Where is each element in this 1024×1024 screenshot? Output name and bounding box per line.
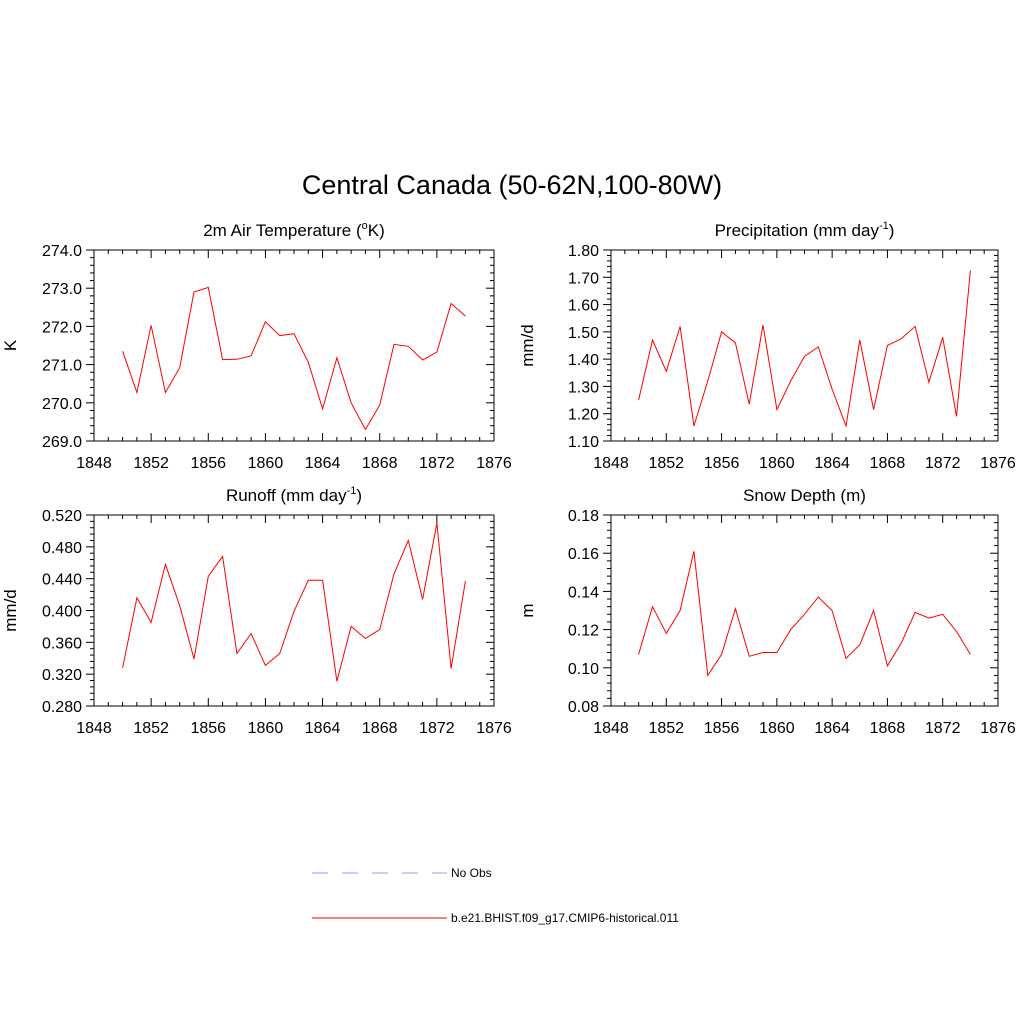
y-tick-label: 0.10 bbox=[568, 661, 599, 678]
y-tick-label: 0.16 bbox=[568, 546, 599, 563]
y-axis-label: mm/d bbox=[518, 324, 537, 367]
y-tick-label: 1.50 bbox=[568, 325, 599, 342]
x-tick-label: 1852 bbox=[133, 455, 169, 472]
y-tick-label: 0.480 bbox=[42, 540, 82, 557]
series-line-1 bbox=[122, 286, 466, 431]
y-tick-label: 272.0 bbox=[42, 319, 82, 336]
panel-title-text: 2m Air Temperature ( bbox=[203, 221, 362, 240]
y-tick-label: 1.10 bbox=[568, 434, 599, 451]
series-line-1 bbox=[638, 270, 971, 428]
y-tick-label: 0.520 bbox=[42, 508, 82, 525]
chart-panel-4: 1848 1852 1856 1860 1864 1868 1872 1876 0.08 0.10… bbox=[518, 486, 1016, 737]
y-axis-label: K bbox=[1, 339, 20, 351]
x-tick-label: 1856 bbox=[704, 455, 740, 472]
panel-title-suffix: ) bbox=[356, 486, 362, 505]
y-tick-label: 0.280 bbox=[42, 699, 82, 716]
y-axis-label: mm/d bbox=[1, 589, 20, 632]
y-tick-label: 0.18 bbox=[568, 508, 599, 525]
x-tick-label: 1860 bbox=[248, 720, 284, 737]
panel-title: Runoff (mm day-1) bbox=[226, 485, 362, 505]
y-tick-label: 1.30 bbox=[568, 379, 599, 396]
x-tick-label: 1876 bbox=[476, 720, 512, 737]
panel-title: Snow Depth (m) bbox=[743, 486, 866, 505]
x-tick-label: 1856 bbox=[190, 455, 226, 472]
y-tick-label: 270.0 bbox=[42, 396, 82, 413]
x-tick-label: 1864 bbox=[305, 720, 341, 737]
legend: No Obs b.e21.BHIST.f09_g17.CMIP6-historic… bbox=[312, 866, 679, 925]
x-tick-label: 1848 bbox=[593, 720, 629, 737]
y-tick-label: 269.0 bbox=[42, 434, 82, 451]
y-tick-label: 0.360 bbox=[42, 635, 82, 652]
panel-title-suffix: ) bbox=[889, 221, 895, 240]
x-tick-label: 1872 bbox=[925, 455, 961, 472]
x-tick-label: 1852 bbox=[133, 720, 169, 737]
plot-frame bbox=[610, 514, 999, 707]
x-tick-label: 1864 bbox=[305, 455, 341, 472]
y-axis-label: m bbox=[518, 603, 537, 617]
panel-title: 2m Air Temperature (oK) bbox=[203, 220, 385, 240]
x-tick-label: 1860 bbox=[248, 455, 284, 472]
y-tick-label: 0.08 bbox=[568, 699, 599, 716]
y-tick-label: 0.14 bbox=[568, 584, 599, 601]
y-tick-label: 0.440 bbox=[42, 572, 82, 589]
series-line-1 bbox=[122, 522, 466, 682]
series-line-1 bbox=[638, 551, 971, 677]
x-tick-label: 1856 bbox=[190, 720, 226, 737]
x-tick-label: 1868 bbox=[362, 455, 398, 472]
main-title: Central Canada (50-62N,100-80W) bbox=[301, 170, 723, 200]
x-tick-label: 1872 bbox=[925, 720, 961, 737]
x-tick-label: 1848 bbox=[76, 720, 112, 737]
x-tick-label: 1868 bbox=[870, 720, 906, 737]
y-tick-label: 1.20 bbox=[568, 407, 599, 424]
x-tick-label: 1852 bbox=[648, 455, 684, 472]
y-tick-label: 274.0 bbox=[42, 243, 82, 260]
y-tick-label: 1.60 bbox=[568, 298, 599, 315]
y-tick-label: 0.320 bbox=[42, 667, 82, 684]
y-tick-label: 1.70 bbox=[568, 270, 599, 287]
x-tick-label: 1868 bbox=[362, 720, 398, 737]
plot-frame bbox=[93, 249, 495, 442]
legend-label: No Obs bbox=[451, 866, 492, 880]
panel-title-superscript: o bbox=[362, 220, 368, 232]
y-tick-label: 273.0 bbox=[42, 281, 82, 298]
x-tick-label: 1876 bbox=[980, 455, 1016, 472]
y-tick-label: 271.0 bbox=[42, 358, 82, 375]
panel-title-text: Precipitation (mm day bbox=[715, 221, 880, 240]
x-tick-label: 1872 bbox=[419, 720, 455, 737]
x-tick-label: 1848 bbox=[76, 455, 112, 472]
panel-title-superscript: -1 bbox=[879, 220, 889, 232]
x-tick-label: 1856 bbox=[704, 720, 740, 737]
x-tick-label: 1876 bbox=[980, 720, 1016, 737]
legend-label: b.e21.BHIST.f09_g17.CMIP6-historical.011 bbox=[451, 911, 679, 925]
x-tick-label: 1852 bbox=[648, 720, 684, 737]
x-tick-label: 1860 bbox=[759, 455, 795, 472]
panel-title-superscript: -1 bbox=[347, 485, 357, 497]
y-tick-label: 1.40 bbox=[568, 352, 599, 369]
x-tick-label: 1864 bbox=[814, 720, 850, 737]
x-tick-label: 1864 bbox=[814, 455, 850, 472]
panel-title-text: Snow Depth (m) bbox=[743, 486, 866, 505]
x-tick-label: 1876 bbox=[476, 455, 512, 472]
panel-title-suffix: K) bbox=[368, 221, 385, 240]
panel-title: Precipitation (mm day-1) bbox=[715, 220, 895, 240]
y-tick-label: 0.12 bbox=[568, 623, 599, 640]
x-tick-label: 1860 bbox=[759, 720, 795, 737]
chart-panel-1: 1848 1852 1856 1860 1864 1868 1872 1876 269.0 270… bbox=[1, 220, 512, 472]
chart-panel-3: 1848 1852 1856 1860 1864 1868 1872 1876 0.280 0.3… bbox=[1, 485, 512, 737]
x-tick-label: 1872 bbox=[419, 455, 455, 472]
y-tick-label: 0.400 bbox=[42, 604, 82, 621]
x-tick-label: 1868 bbox=[870, 455, 906, 472]
x-tick-label: 1848 bbox=[593, 455, 629, 472]
chart-panel-2: 1848 1852 1856 1860 1864 1868 1872 1876 1.10 1.20… bbox=[518, 220, 1016, 472]
panel-title-text: Runoff (mm day bbox=[226, 486, 347, 505]
y-tick-label: 1.80 bbox=[568, 243, 599, 260]
